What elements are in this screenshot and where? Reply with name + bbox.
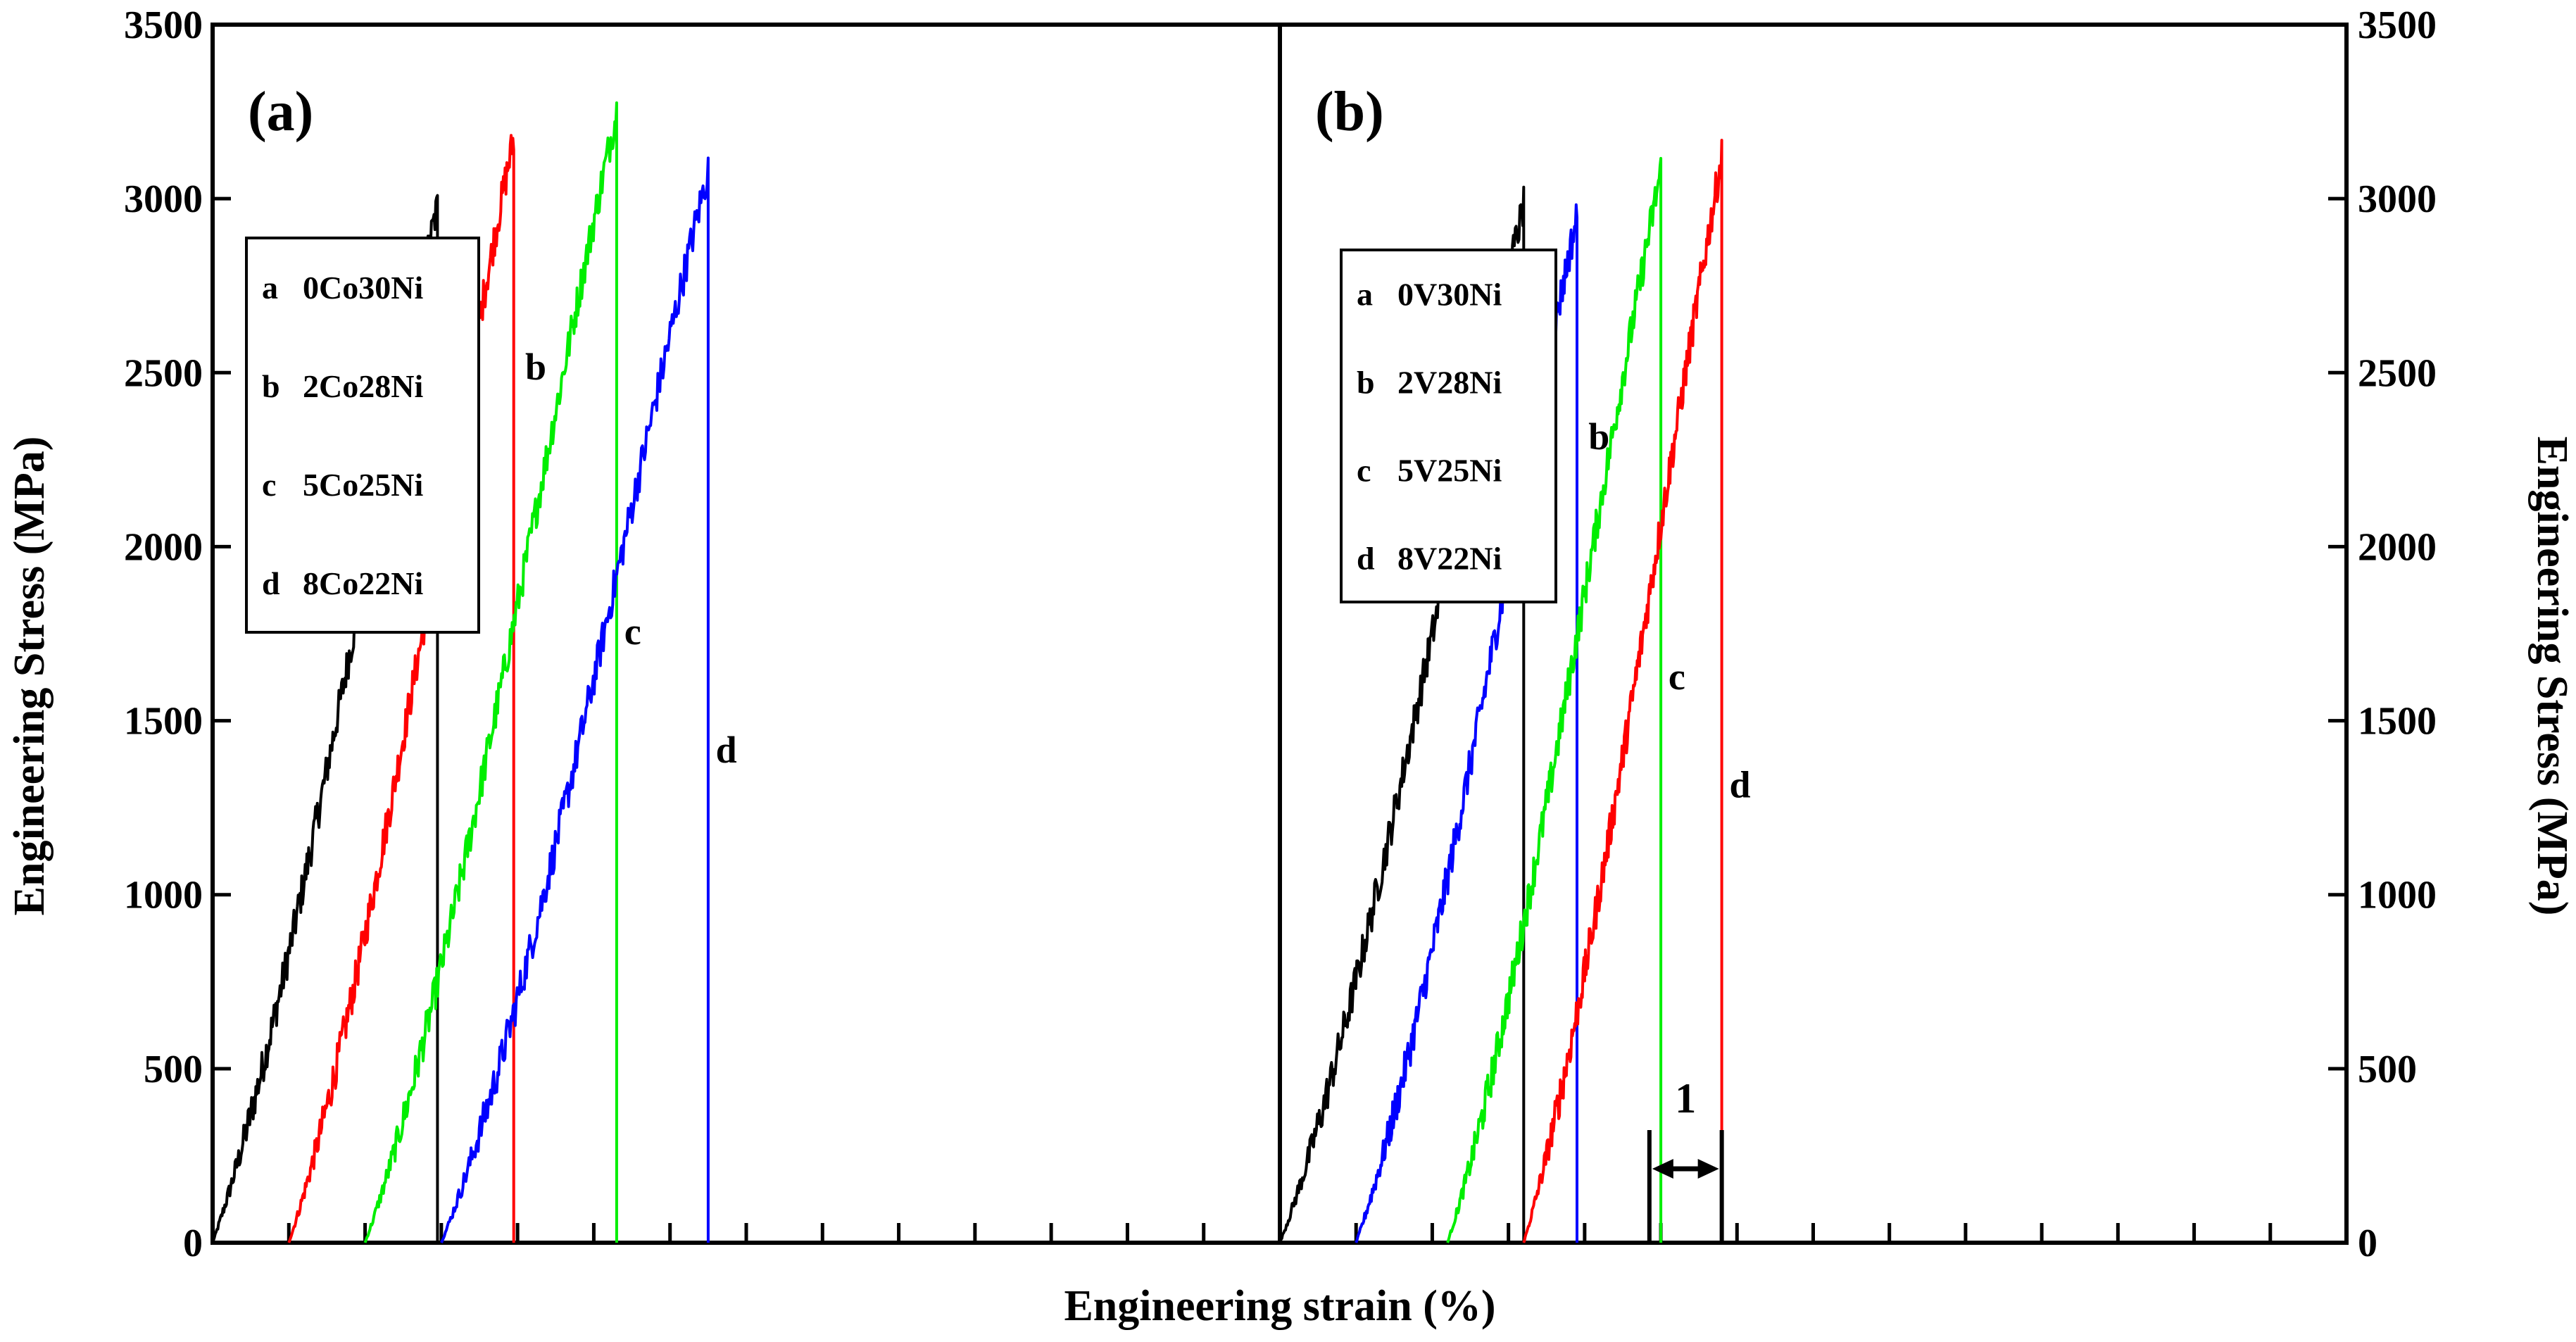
y-tick-label: 2500 xyxy=(124,351,203,395)
panel-label: (a) xyxy=(248,81,313,143)
y-tick-label: 1000 xyxy=(124,874,203,917)
series-line-c xyxy=(363,101,618,1243)
x-axis-title: Engineering strain (%) xyxy=(1064,1282,1495,1330)
legend-key: a xyxy=(262,270,278,306)
legend-key: c xyxy=(1357,453,1371,489)
legend-box xyxy=(1340,249,1557,603)
legend-label: 8V22Ni xyxy=(1397,541,1502,577)
legend: a 0V30Ni b 2V28Ni c 5V25Ni d 8V22Ni xyxy=(1340,249,1557,603)
legend: a 0Co30Ni b 2Co28Ni c 5Co25Ni d 8Co22Ni xyxy=(245,237,480,634)
series-label-d: d xyxy=(716,729,737,771)
y-tick-label: 3000 xyxy=(124,177,203,221)
y-tick-label: 2500 xyxy=(2358,351,2437,395)
series-line-d xyxy=(1522,139,1723,1243)
legend-label: 5V25Ni xyxy=(1397,453,1502,489)
legend-label: 2Co28Ni xyxy=(303,368,423,404)
legend-key: d xyxy=(1357,541,1375,577)
legend-label: 0V30Ni xyxy=(1397,277,1502,313)
panel-label: (b) xyxy=(1315,81,1384,143)
panel-b: 0500100015002000250030003500(b)abcda0V30… xyxy=(1278,4,2437,1265)
y-tick-label: 0 xyxy=(2358,1222,2377,1265)
legend-key: b xyxy=(1357,365,1375,401)
scale-bar-arrow-left xyxy=(1652,1159,1673,1179)
series-label-c: c xyxy=(1669,656,1685,698)
y-tick-label: 2000 xyxy=(2358,525,2437,569)
y-tick-label: 3500 xyxy=(2358,4,2437,47)
scale-bar: 1 xyxy=(1647,1075,1724,1243)
y-tick-label: 3500 xyxy=(124,4,203,47)
series-label-b: b xyxy=(525,346,546,388)
legend-key: b xyxy=(262,368,280,404)
y-tick-label: 500 xyxy=(2358,1048,2417,1091)
legend-key: c xyxy=(262,467,276,503)
panel-a: 0500100015002000250030003500(a)abcda0Co3… xyxy=(124,4,1282,1265)
scale-bar-arrow-right xyxy=(1697,1159,1719,1179)
legend-box xyxy=(245,237,480,634)
legend-label: 5Co25Ni xyxy=(303,467,423,503)
legend-key: a xyxy=(1357,277,1373,313)
series-label-d: d xyxy=(1729,763,1750,805)
y-tick-label: 2000 xyxy=(124,525,203,569)
legend-label: 8Co22Ni xyxy=(303,565,423,601)
y-axis-title-right: Engineering Stress (MPa) xyxy=(2528,437,2576,916)
series-line-d xyxy=(440,156,710,1243)
y-tick-label: 3000 xyxy=(2358,177,2437,221)
y-tick-label: 1500 xyxy=(2358,700,2437,744)
y-tick-label: 1500 xyxy=(124,700,203,744)
legend-key: d xyxy=(262,565,280,601)
y-tick-label: 500 xyxy=(144,1048,203,1091)
y-axis-title-left: Engineering Stress (MPa) xyxy=(6,437,54,916)
scale-bar-label: 1 xyxy=(1675,1075,1696,1122)
series-line-c xyxy=(1446,156,1663,1243)
y-tick-label: 1000 xyxy=(2358,874,2437,917)
y-tick-label: 0 xyxy=(183,1222,203,1265)
legend-label: 0Co30Ni xyxy=(303,270,423,306)
legend-label: 2V28Ni xyxy=(1397,365,1502,401)
series-label-c: c xyxy=(624,610,641,653)
